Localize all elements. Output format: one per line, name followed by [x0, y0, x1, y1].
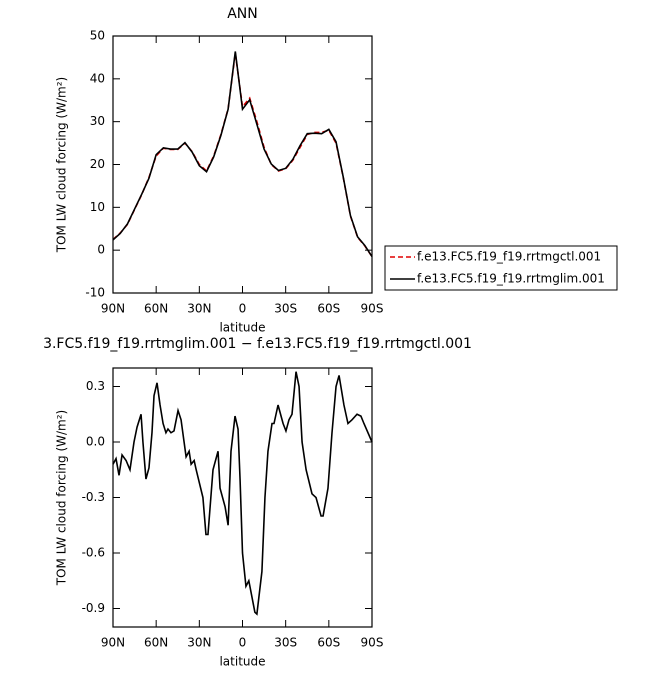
plot-frame [112, 35, 373, 294]
x-tick-label: 60N [144, 302, 168, 316]
y-tick-label: 40 [90, 71, 105, 85]
chart-title: 3.FC5.f19_f19.rrtmglim.001 − f.e13.FC5.f… [43, 336, 472, 352]
x-tick-label: 90S [361, 302, 384, 316]
y-tick-label: -0.9 [82, 601, 105, 615]
x-tick-label: 0 [239, 302, 247, 316]
legend-label: f.e13.FC5.f19_f19.rrtmgctl.001 [417, 250, 601, 264]
x-tick-label: 30S [274, 636, 297, 650]
y-tick-label: 30 [90, 114, 105, 128]
y-tick-label: -0.6 [82, 546, 105, 560]
chart-title: ANN [227, 6, 258, 22]
y-tick-label: -10 [85, 286, 105, 300]
x-tick-label: 60S [317, 636, 340, 650]
plot-frame [112, 367, 373, 628]
legend-box [384, 245, 618, 291]
x-tick-label: 30S [274, 302, 297, 316]
data-line [112, 51, 373, 258]
x-tick-label: 90N [101, 636, 125, 650]
x-tick-label: 60N [144, 636, 168, 650]
y-tick-label: 50 [90, 29, 105, 43]
y-tick-label: 0 [97, 243, 105, 257]
x-tick-label: 30N [187, 636, 211, 650]
x-tick-label: 30N [187, 302, 211, 316]
x-tick-label: 0 [239, 636, 247, 650]
y-axis-label: TOM LW cloud forcing (W/m²) [55, 410, 69, 587]
x-tick-label: 90N [101, 302, 125, 316]
x-axis-label: latitude [219, 655, 265, 669]
x-tick-label: 90S [361, 636, 384, 650]
y-tick-label: 10 [90, 200, 105, 214]
y-tick-label: 0.3 [86, 379, 105, 393]
x-tick-label: 60S [317, 302, 340, 316]
y-axis-label: TOM LW cloud forcing (W/m²) [55, 77, 69, 254]
legend-label: f.e13.FC5.f19_f19.rrtmglim.001 [417, 272, 605, 286]
y-tick-label: 0.0 [86, 435, 105, 449]
y-tick-label: 20 [90, 157, 105, 171]
y-tick-label: -0.3 [82, 490, 105, 504]
data-line [112, 371, 373, 616]
data-line [112, 53, 373, 258]
x-axis-label: latitude [219, 321, 265, 335]
